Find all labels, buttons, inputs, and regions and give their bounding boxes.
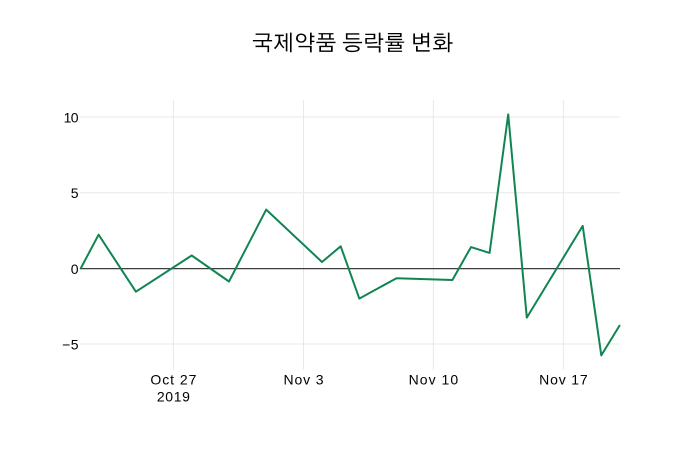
svg-text:Nov 3: Nov 3	[284, 372, 324, 388]
svg-text:Nov 17: Nov 17	[539, 372, 588, 388]
svg-text:2019: 2019	[157, 389, 190, 405]
svg-text:Oct 27: Oct 27	[150, 372, 196, 388]
svg-text:10: 10	[64, 109, 79, 125]
svg-text:5: 5	[71, 185, 79, 201]
svg-text:Nov 10: Nov 10	[409, 372, 459, 388]
svg-text:0: 0	[71, 261, 79, 277]
svg-text:−5: −5	[62, 337, 79, 353]
